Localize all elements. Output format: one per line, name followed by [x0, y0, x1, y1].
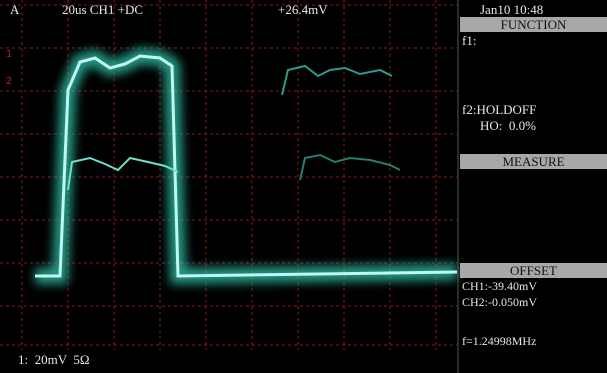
ch1-offset: CH1:-39.40mV: [462, 279, 537, 294]
ch1-marker: 1: [6, 49, 12, 60]
ch2-offset: CH2:-0.050mV: [462, 295, 537, 310]
frequency: f=1.24998MHz: [462, 334, 536, 349]
measure-header: MEASURE: [460, 154, 607, 169]
scale-label: 1: 20mV 5Ω: [18, 352, 90, 368]
f2-label: f2:HOLDOFF: [462, 102, 536, 118]
holdoff-value: HO: 0.0%: [480, 118, 536, 134]
oscilloscope-screen: 1 2 A 20us CH1 +DC +26.4mV Jan10 10:48 F…: [0, 0, 607, 373]
ch2-marker: 2: [6, 76, 12, 87]
function-header: FUNCTION: [460, 17, 607, 32]
timebase-label: 20us CH1 +DC: [62, 2, 143, 18]
f1-label: f1:: [462, 33, 476, 49]
trigger-level: +26.4mV: [278, 2, 328, 18]
scope-display: 1 2: [0, 0, 607, 373]
datetime: Jan10 10:48: [480, 2, 543, 18]
channel-label: A: [10, 2, 19, 18]
offset-header: OFFSET: [460, 263, 607, 278]
